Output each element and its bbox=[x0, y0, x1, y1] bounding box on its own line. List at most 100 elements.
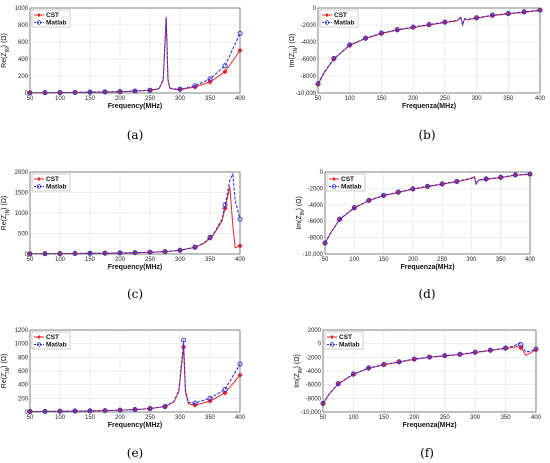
data-point-matlab bbox=[442, 19, 448, 25]
data-point-matlab bbox=[335, 381, 341, 387]
data-point-matlab bbox=[350, 371, 356, 377]
data-point-matlab bbox=[42, 408, 48, 414]
x-tick-label: 200 bbox=[115, 415, 126, 421]
axes-frame bbox=[317, 7, 541, 94]
data-point-matlab bbox=[363, 35, 369, 41]
y-tick-label: -6000 bbox=[306, 383, 322, 389]
data-point-matlab bbox=[207, 76, 213, 82]
data-point-matlab bbox=[483, 176, 489, 182]
y-tick-label: 1000 bbox=[15, 342, 29, 348]
y-tick-label: -4000 bbox=[306, 369, 322, 375]
data-point-matlab bbox=[474, 15, 480, 21]
data-point-matlab bbox=[57, 90, 63, 96]
x-tick-label: 250 bbox=[437, 257, 448, 263]
legend-marker-cst bbox=[37, 177, 41, 181]
y-tick-label: -6000 bbox=[308, 219, 324, 225]
y-tick-label: -8000 bbox=[306, 396, 322, 402]
y-tick-label: -4000 bbox=[301, 40, 317, 46]
data-point-matlab bbox=[521, 9, 527, 15]
x-axis-label: Frequency(MHz) bbox=[108, 422, 162, 429]
x-axis-label: Frequenza(MHz) bbox=[402, 422, 456, 429]
x-tick-label: 350 bbox=[496, 257, 507, 263]
legend-label: Matlab bbox=[334, 20, 355, 27]
y-tick-label: -6000 bbox=[301, 57, 317, 63]
data-point-matlab bbox=[331, 56, 337, 62]
y-tick-label: -10,000 bbox=[303, 252, 324, 258]
data-point-matlab bbox=[410, 24, 416, 30]
data-point-matlab bbox=[472, 349, 478, 355]
data-point-matlab bbox=[489, 12, 495, 18]
panel-label: (e) bbox=[127, 446, 143, 460]
x-tick-label: 400 bbox=[535, 96, 546, 102]
x-tick-label: 200 bbox=[115, 257, 126, 263]
y-tick-label: -2000 bbox=[306, 355, 322, 361]
y-tick-label: 1000 bbox=[15, 6, 29, 12]
data-point-matlab bbox=[192, 244, 198, 250]
legend-marker-cst bbox=[330, 335, 334, 339]
y-tick-label: 600 bbox=[18, 40, 29, 46]
x-tick-label: 50 bbox=[322, 257, 329, 263]
legend-label: CST bbox=[341, 176, 354, 183]
legend-label: CST bbox=[334, 12, 347, 19]
y-tick-label: -8000 bbox=[308, 236, 324, 242]
x-tick-label: 100 bbox=[345, 96, 356, 102]
legend-label: Matlab bbox=[46, 20, 67, 27]
data-point-matlab bbox=[394, 27, 400, 33]
x-tick-label: 150 bbox=[85, 96, 96, 102]
y-tick-label: -2000 bbox=[308, 186, 324, 192]
data-point-matlab bbox=[117, 250, 123, 256]
data-point-matlab bbox=[222, 202, 228, 208]
panel-label: (d) bbox=[418, 287, 435, 301]
x-tick-label: 300 bbox=[470, 415, 481, 421]
x-tick-label: 400 bbox=[235, 96, 246, 102]
data-point-matlab bbox=[411, 356, 417, 362]
chart-a: 50 100 150 200 250 300 350 400 0 200 400 600 800 1000… bbox=[1, 6, 246, 142]
chart-d: 50 100 150 200 250 300 350 400 -10,000 -8000 -6000… bbox=[296, 170, 536, 301]
x-tick-label: 300 bbox=[175, 96, 186, 102]
x-tick-label: 300 bbox=[175, 415, 186, 421]
data-point-matlab bbox=[162, 403, 168, 410]
data-point-matlab bbox=[147, 249, 153, 255]
x-tick-label: 50 bbox=[315, 96, 322, 102]
data-point-matlab bbox=[177, 247, 183, 253]
panel-label: (c) bbox=[127, 287, 143, 301]
y-tick-label: 0 bbox=[25, 410, 29, 416]
legend-label: Matlab bbox=[341, 184, 362, 191]
data-point-matlab bbox=[366, 365, 372, 371]
x-tick-label: 150 bbox=[85, 415, 96, 421]
data-point-matlab bbox=[347, 42, 353, 48]
y-tick-label: 800 bbox=[18, 23, 29, 29]
legend-label: CST bbox=[339, 334, 352, 341]
data-point-matlab bbox=[337, 216, 343, 222]
x-tick-label: 400 bbox=[235, 257, 246, 263]
y-tick-label: -4000 bbox=[308, 203, 324, 209]
y-tick-label: 2000 bbox=[15, 170, 29, 176]
data-point-matlab bbox=[410, 186, 416, 192]
data-point-matlab bbox=[207, 395, 213, 401]
legend-marker-matlab bbox=[36, 184, 42, 189]
y-tick-label: -2000 bbox=[301, 23, 317, 29]
x-tick-label: 250 bbox=[145, 257, 156, 263]
y-tick-label: 200 bbox=[18, 74, 29, 80]
data-point-matlab bbox=[87, 89, 93, 95]
data-point-matlab bbox=[72, 89, 78, 95]
y-tick-label: 1000 bbox=[15, 211, 29, 217]
y-tick-label: 0 bbox=[320, 170, 324, 176]
x-tick-label: 350 bbox=[205, 415, 216, 421]
data-point-matlab bbox=[518, 342, 524, 348]
y-axis-label: Im(ZIN) (Ω) bbox=[296, 196, 306, 230]
data-point-matlab bbox=[192, 400, 198, 406]
axes-frame bbox=[322, 329, 537, 413]
x-tick-label: 400 bbox=[531, 415, 542, 421]
series-line-matlab bbox=[324, 173, 531, 244]
axes-frame bbox=[29, 171, 241, 255]
legend-marker-cst bbox=[325, 13, 329, 17]
x-tick-label: 150 bbox=[376, 96, 387, 102]
x-tick-label: 150 bbox=[379, 415, 390, 421]
data-point-matlab bbox=[57, 408, 63, 414]
panel-label: (b) bbox=[418, 128, 435, 142]
data-point-matlab bbox=[366, 197, 372, 203]
x-tick-label: 150 bbox=[379, 257, 390, 263]
x-tick-label: 50 bbox=[27, 96, 34, 102]
